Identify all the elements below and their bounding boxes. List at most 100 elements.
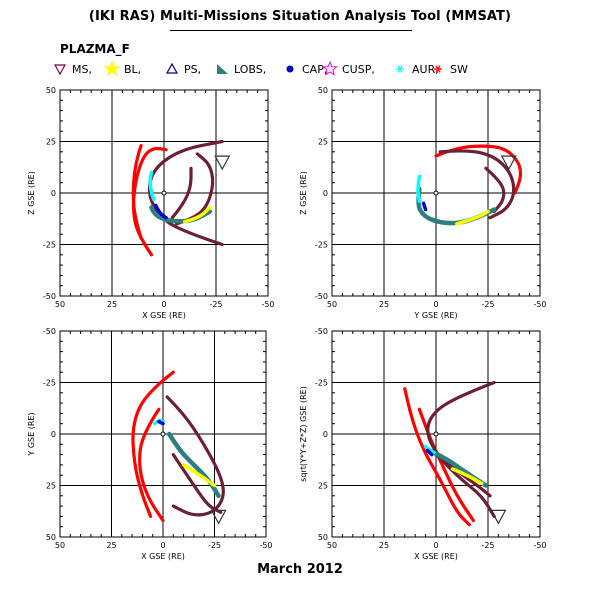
legend-item-label: CAP,	[302, 62, 328, 76]
orbit-segment-ms	[165, 395, 225, 517]
x-tick-label: 50	[327, 300, 337, 309]
orbit-segment-ms	[170, 166, 193, 220]
asterisk-icon	[434, 65, 442, 73]
legend-item: CUSP,	[322, 60, 375, 78]
y-tick-label: 25	[318, 482, 328, 491]
legend-item-label: BL,	[124, 62, 142, 76]
legend-item: CAP,	[282, 60, 327, 78]
x-tick-label: -50	[533, 300, 546, 309]
y-tick-label: -50	[315, 327, 328, 336]
y-axis-label: Y GSE (RE)	[27, 412, 36, 456]
x-tick-label: 50	[55, 300, 65, 309]
orbit-segment-cap	[153, 203, 168, 220]
ms-marker	[500, 155, 517, 171]
orbit-segment-cap	[421, 201, 428, 212]
y-tick-label: 0	[323, 430, 328, 439]
x-tick-label: -25	[481, 541, 494, 550]
figure-title: (IKI RAS) Multi-Missions Situation Analy…	[88, 9, 512, 24]
x-tick-label: 25	[107, 300, 117, 309]
orbit-segment-ms	[484, 166, 506, 214]
y-tick-label: -25	[43, 379, 56, 388]
legend-item-label: CUSP,	[342, 62, 375, 76]
panel-bottom-right: 50 25 0 -25 -50 -50 -25 0 25 50 X GSE (RE) sqrt(Y*Y…	[299, 327, 547, 561]
y-tick-label: 50	[318, 533, 328, 542]
x-tick-label: -50	[533, 541, 546, 550]
y-tick-label: -50	[43, 292, 56, 301]
legend-item-label: SW	[450, 62, 468, 76]
x-axis-label: X GSE (RE)	[141, 552, 185, 561]
panel-bottom-left: 50 25 0 -25 -50 -50 -25 0 25 50 X GSE (RE) Y GSE (R…	[27, 327, 273, 561]
y-tick-label: -50	[43, 327, 56, 336]
legend-item-label: PS,	[184, 62, 202, 76]
legend-item-label: LOBS,	[234, 62, 267, 76]
y-tick-label: 50	[46, 86, 56, 95]
orbit-segment-sw	[434, 144, 523, 195]
y-tick-label: 0	[323, 189, 328, 198]
orbit-segment-sw	[138, 407, 165, 523]
triangle-down-icon	[53, 64, 67, 76]
x-tick-label: -25	[209, 300, 222, 309]
orbit-segment-aur	[416, 174, 422, 203]
x-tick-label: 25	[379, 300, 389, 309]
legend-item: BL,	[104, 60, 141, 78]
project-label: PLAZMA_F	[60, 42, 130, 56]
x-tick-label: 0	[433, 300, 438, 309]
y-tick-label: 25	[46, 482, 56, 491]
legend-item: PS,	[164, 60, 201, 78]
y-tick-label: -50	[315, 292, 328, 301]
legend-item: AUR,	[392, 60, 439, 78]
y-tick-label: -25	[315, 379, 328, 388]
legend-item: LOBS,	[214, 60, 266, 78]
x-tick-label: -25	[481, 300, 494, 309]
y-tick-label: 0	[51, 430, 56, 439]
orbit-segment-lobs	[416, 186, 497, 226]
orbit-segment-bl	[455, 209, 490, 226]
x-tick-label: 50	[55, 541, 65, 550]
ms-marker	[214, 155, 231, 171]
asterisk-icon	[396, 65, 404, 73]
figure-footer: March 2012	[257, 562, 343, 577]
x-axis-label: X GSE (RE)	[414, 552, 458, 561]
x-axis-label: Y GSE (RE)	[413, 311, 457, 320]
y-tick-label: 25	[46, 138, 56, 147]
x-tick-label: 50	[327, 541, 337, 550]
orbit-segment-cap	[425, 448, 434, 457]
x-tick-label: -50	[259, 541, 272, 550]
x-tick-label: -50	[261, 300, 274, 309]
legend-item: SW	[430, 60, 468, 78]
dot-icon	[286, 65, 294, 73]
x-tick-label: 0	[160, 541, 165, 550]
y-tick-label: -25	[43, 241, 56, 250]
legend: MS, BL, PS, LOBS, CAP, CUSP, AUR, SW	[52, 60, 572, 80]
orbit-segment-ms	[171, 453, 223, 514]
star-outline-icon	[322, 60, 339, 76]
title-underline	[170, 30, 412, 31]
earth-marker	[433, 190, 439, 196]
lobe-triangle-icon	[217, 64, 228, 74]
legend-item-label: AUR,	[412, 62, 439, 76]
y-axis-label: Z GSE (RE)	[299, 171, 308, 215]
orbit-segment-ms	[434, 453, 492, 498]
ms-marker	[490, 509, 507, 525]
orbit-segment-bl	[183, 205, 212, 224]
y-axis-label: Z GSE (RE)	[27, 171, 36, 215]
legend-item-label: MS,	[72, 62, 92, 76]
orbit-segment-bl	[181, 463, 217, 488]
y-tick-label: 0	[51, 189, 56, 198]
orbit-segment-sw	[403, 387, 471, 527]
legend-item: MS,	[52, 60, 92, 78]
orbit-segment-bl	[450, 467, 484, 486]
ms-marker	[210, 509, 227, 525]
orbit-segment-ms	[438, 149, 516, 220]
orbit-segment-sw	[131, 146, 168, 257]
triangle-up-icon	[165, 62, 179, 74]
x-tick-label: 25	[106, 541, 116, 550]
star-icon	[104, 60, 121, 76]
earth-marker	[161, 190, 167, 196]
x-axis-label: X GSE (RE)	[142, 311, 186, 320]
x-tick-label: 25	[379, 541, 389, 550]
earth-marker	[160, 431, 166, 437]
